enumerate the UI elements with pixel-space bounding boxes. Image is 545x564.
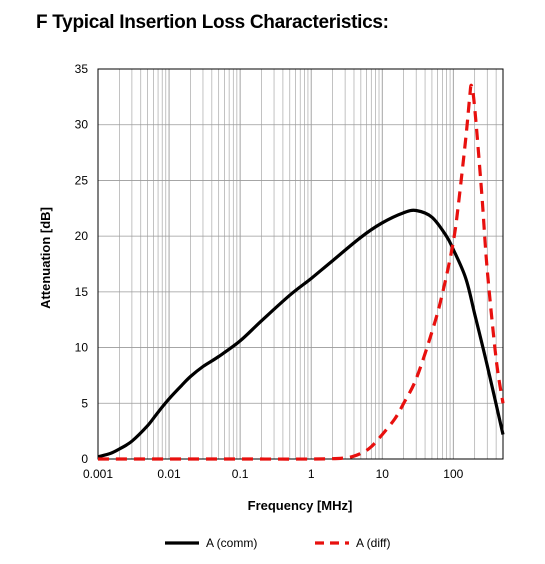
y-tick-label: 0 [81,452,88,466]
y-tick-label: 20 [75,229,89,243]
x-tick-label: 0.001 [83,467,113,481]
y-tick-label: 25 [75,173,89,187]
series-line-diff [98,83,505,461]
page-title: F Typical Insertion Loss Characteristics… [36,12,389,33]
series-group [97,83,505,461]
y-tick-label: 35 [75,62,89,76]
x-tick-label: 10 [376,467,390,481]
x-tick-label: 0.01 [157,467,181,481]
legend-label-diff: A (diff) [356,536,390,550]
x-tick-label: 0.1 [232,467,249,481]
y-tick-label: 10 [75,341,89,355]
x-tick-label: 1 [308,467,315,481]
y-tick-label: 5 [81,396,88,410]
y-tick-label: 15 [75,285,89,299]
x-axis-label: Frequency [MHz] [248,498,353,513]
y-tick-labels: 0 5 10 15 20 25 30 35 [75,62,89,466]
y-tick-label: 30 [75,118,89,132]
legend-label-comm: A (comm) [206,536,257,550]
legend: A (comm) A (diff) [165,536,390,550]
grid [97,68,504,460]
x-tick-labels: 0.001 0.01 0.1 1 10 100 [83,467,464,481]
y-axis-label: Attenuation [dB] [38,207,53,309]
x-tick-label: 100 [443,467,463,481]
